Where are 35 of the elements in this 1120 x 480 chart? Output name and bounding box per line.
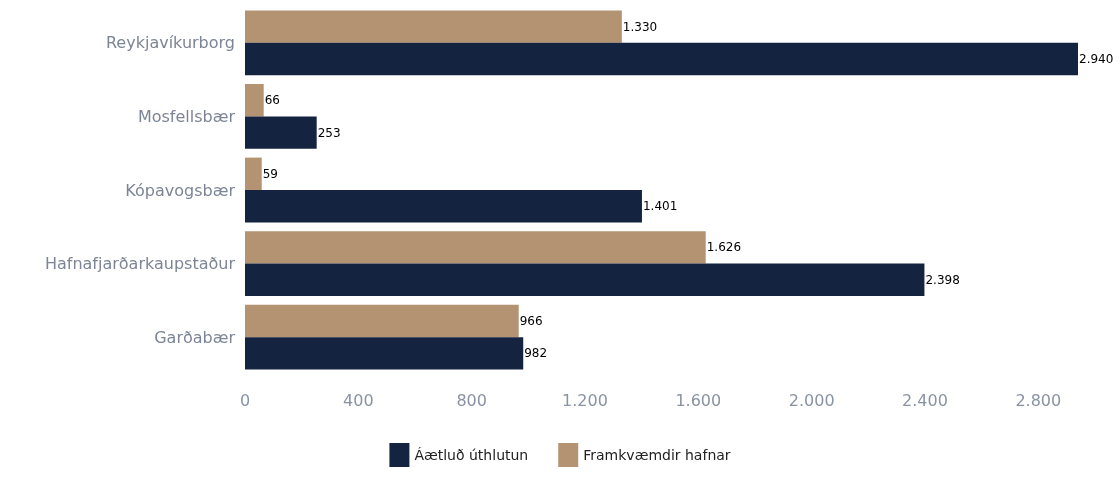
x-tick-label: 400	[343, 390, 374, 410]
data-label: 2.398	[925, 272, 960, 287]
data-label: 66	[264, 93, 280, 108]
bar	[245, 42, 1078, 76]
x-tick-label: 2.000	[788, 390, 835, 410]
data-label: 59	[262, 166, 278, 181]
x-tick-label: 2.800	[1015, 390, 1062, 410]
data-label: 966	[519, 314, 543, 329]
bar	[245, 157, 262, 190]
data-label: 1.330	[622, 19, 658, 34]
data-label: 982	[524, 346, 548, 361]
x-tick-label: 0	[239, 390, 251, 410]
bar	[245, 190, 642, 223]
data-label: 1.626	[706, 240, 742, 255]
x-tick-label: 2.400	[902, 390, 948, 410]
bar	[245, 10, 622, 43]
y-tick-label: Kópavogsbær	[125, 180, 236, 200]
y-tick-label: Reykjavíkurborg	[105, 33, 235, 53]
legend-label: Framkvæmdir hafnar	[583, 447, 731, 463]
bar	[245, 304, 519, 338]
x-tick-label: 800	[456, 390, 487, 410]
x-tick-label: 1.200	[562, 390, 608, 410]
bar	[245, 263, 925, 296]
data-label: 253	[317, 125, 341, 140]
bar	[245, 116, 317, 149]
legend-label: Áætluð úthlutun	[414, 447, 529, 463]
data-label: 2.940	[1079, 51, 1114, 66]
data-label: 1.401	[642, 199, 678, 214]
bar	[245, 231, 706, 264]
y-tick-label: Garðabær	[154, 327, 236, 347]
x-tick-label: 1.600	[675, 390, 722, 410]
y-tick-label: Hafnafjarðarkaupstaður	[44, 254, 236, 274]
y-tick-label: Mosfellsbær	[137, 106, 236, 126]
bar	[245, 84, 264, 117]
bar	[245, 337, 524, 370]
